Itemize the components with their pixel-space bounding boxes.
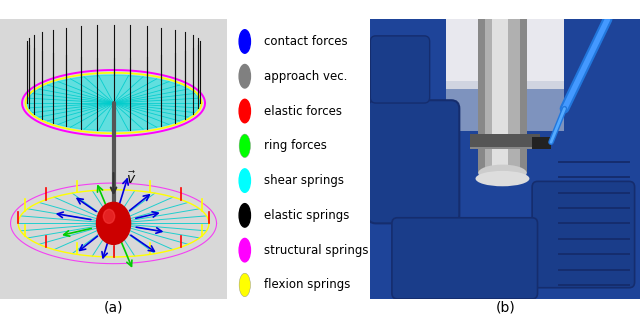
Text: elastic forces: elastic forces [264,105,342,118]
Bar [478,19,527,173]
Circle shape [239,65,250,88]
Bar [446,19,564,89]
Text: elastic springs: elastic springs [264,209,349,222]
Bar [470,147,540,149]
Circle shape [239,30,250,53]
Bar [446,81,564,131]
Ellipse shape [478,165,527,181]
Text: flexion springs: flexion springs [264,279,350,291]
Ellipse shape [476,171,529,186]
Text: ring forces: ring forces [264,139,326,152]
Text: contact forces: contact forces [264,35,348,48]
Circle shape [239,99,250,123]
FancyBboxPatch shape [532,181,635,288]
Text: $\vec{v}$: $\vec{v}$ [126,170,136,187]
Bar [470,134,540,149]
Polygon shape [28,75,200,131]
Bar [492,19,508,173]
FancyBboxPatch shape [371,36,429,103]
Text: structural springs: structural springs [264,244,368,257]
Circle shape [239,238,250,262]
Circle shape [239,169,250,192]
X-axis label: (a): (a) [104,300,124,314]
Bar [520,19,527,173]
X-axis label: (b): (b) [495,300,515,314]
FancyBboxPatch shape [392,218,538,299]
Circle shape [239,273,250,297]
Circle shape [239,204,250,227]
Text: shear springs: shear springs [264,174,344,187]
Circle shape [103,209,115,223]
Text: approach vec.: approach vec. [264,70,347,83]
Bar [532,137,551,149]
Bar [478,19,485,173]
FancyBboxPatch shape [367,100,460,223]
Circle shape [239,134,250,157]
Circle shape [97,202,131,244]
